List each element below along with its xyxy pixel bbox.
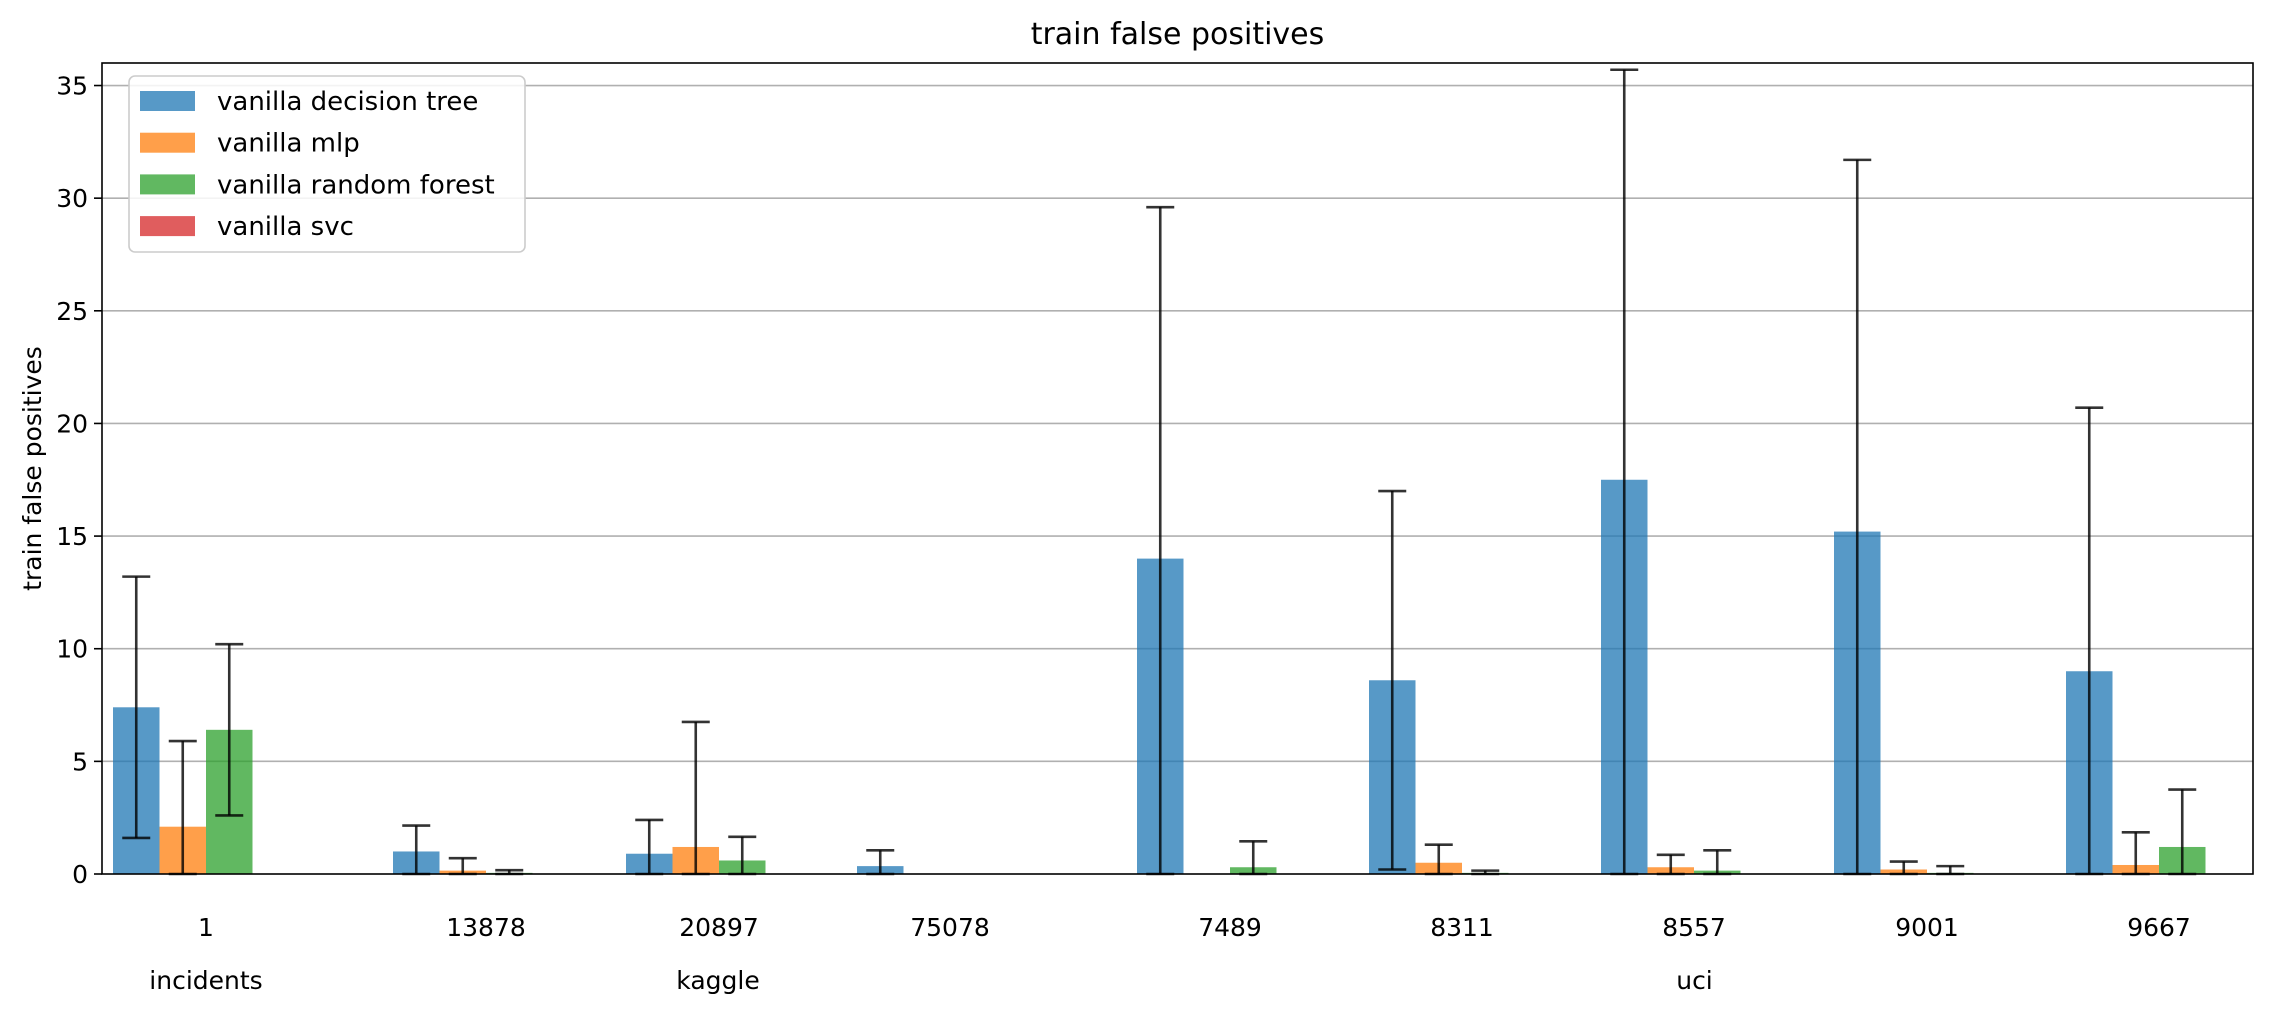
y-tick-label: 5 [72,747,88,776]
y-tick-label: 0 [72,860,88,889]
legend-label: vanilla decision tree [217,87,478,117]
category-group-label: incidents [149,966,262,995]
x-tick-label: 13878 [446,913,526,942]
legend-frame [128,75,526,253]
y-tick-label: 10 [56,635,88,664]
y-tick-label: 30 [56,184,88,213]
x-tick-label: 7489 [1198,913,1262,942]
category-group-labels: incidents kaggle uci [149,966,1712,995]
legend-label: vanilla random forest [217,170,495,200]
x-tick-label: 8311 [1430,913,1494,942]
x-tick-label: 1 [198,913,214,942]
x-tick-label: 75078 [910,913,990,942]
x-tick-label: 9667 [2127,913,2191,942]
legend-swatch [140,174,195,195]
legend: vanilla decision tree vanilla mlp vanilla … [128,75,526,253]
x-tick-label: 8557 [1662,913,1726,942]
x-tick-label: 20897 [679,913,759,942]
y-ticks: 0 5 10 15 20 25 30 35 [56,72,102,889]
y-tick-label: 20 [56,409,88,438]
legend-label: vanilla svc [217,212,354,242]
y-axis-label: train false positives [18,346,47,591]
legend-swatch [140,216,195,237]
legend-swatch [140,91,195,111]
legend-label: vanilla mlp [217,129,360,159]
plot-frame [101,62,2254,875]
x-tick-label: 9001 [1895,913,1959,942]
legend-swatch [140,132,195,153]
category-group-label: kaggle [676,966,759,995]
y-tick-label: 25 [56,297,88,326]
y-tick-label: 35 [56,72,88,101]
y-tick-label: 15 [56,522,88,551]
x-ticks: 1 13878 20897 75078 7489 8311 8557 9001 9667 [198,913,2191,942]
category-group-label: uci [1676,966,1713,995]
chart-title: train false positives [1031,17,1325,52]
